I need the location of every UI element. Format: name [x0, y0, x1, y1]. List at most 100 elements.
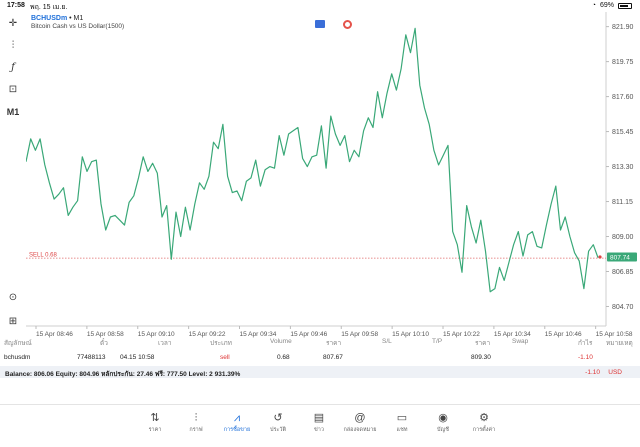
- nav-label: กล่องจดหมาย: [343, 427, 377, 433]
- time-tick-label: 15 Apr 10:46: [545, 331, 582, 338]
- col-profit: กำไร: [578, 340, 593, 347]
- price-tick-label: 819.75: [612, 59, 634, 66]
- currency: USD: [608, 369, 622, 376]
- chart-toolbar: ✛ ⫶ ƒ ⊡ M1 ⊙ ⊞: [0, 12, 24, 330]
- balance-text: Balance: 806.06 Equity: 804.96 หลักประกั…: [5, 371, 241, 378]
- col-symbol: สัญลักษณ์: [4, 340, 32, 347]
- price-chart[interactable]: 821.90 819.75 817.60 815.45 813.30 811.15 809.…: [26, 12, 640, 338]
- status-bar: 17:58 พฤ. 15 เม.ย. ◔ 69%: [0, 0, 640, 12]
- time-tick-label: 15 Apr 10:10: [392, 331, 429, 338]
- chat-icon: ▭: [396, 412, 408, 424]
- price-tick-label: 821.90: [612, 24, 634, 31]
- time-tick-label: 15 Apr 09:46: [290, 331, 327, 338]
- nav-settings[interactable]: ⚙ การตั้งค่า: [464, 412, 504, 434]
- row-volume: 0.68: [277, 354, 290, 361]
- search-icon[interactable]: ⊙: [8, 292, 18, 303]
- col-comment: หมายเหตุ: [606, 340, 633, 347]
- price-tick-label: 813.30: [612, 164, 634, 171]
- history-icon: ↺: [273, 412, 283, 424]
- col-tp: T/P: [432, 338, 443, 345]
- table-header: สัญลักษณ์ ตั๋ว เวลา ประเภท Volume ราคา S…: [0, 338, 640, 350]
- nav-history[interactable]: ↺ ประวัติ: [258, 412, 298, 434]
- nav-label: การซื้อขาย: [223, 427, 251, 433]
- price-tick-label: 804.70: [612, 304, 634, 311]
- objects-icon[interactable]: ⊡: [8, 84, 18, 95]
- col-type: ประเภท: [210, 340, 232, 347]
- row-time: 04.15 10:58: [120, 354, 155, 361]
- time-tick-label: 15 Apr 08:46: [36, 331, 73, 338]
- time-tick-label: 15 Apr 08:58: [87, 331, 124, 338]
- balance-bar: Balance: 806.06 Equity: 804.96 หลักประกั…: [0, 366, 640, 378]
- settings-icon: ⚙: [479, 412, 489, 424]
- nav-chat[interactable]: ▭ แชท: [382, 412, 422, 434]
- nav-chart[interactable]: ⫶ กราฟ: [176, 412, 216, 434]
- nav-news[interactable]: ▤ ข่าว: [299, 412, 339, 434]
- col-open-price: ราคา: [326, 340, 342, 347]
- wifi-icon: ◔: [591, 2, 596, 9]
- symbol-name: BCHUSDm: [31, 15, 68, 22]
- nav-label: แชท: [396, 427, 408, 433]
- price-tick-label: 809.00: [612, 234, 634, 241]
- time-tick-label: 15 Apr 10:58: [596, 331, 633, 338]
- timeframe-button[interactable]: M1: [6, 107, 20, 117]
- price-tick-label: 815.45: [612, 129, 634, 136]
- table-row[interactable]: bchusdm 77488113 04.15 10:58 sell 0.68 8…: [0, 354, 640, 366]
- col-volume: Volume: [270, 338, 292, 345]
- status-right: ◔ 69%: [592, 2, 632, 9]
- col-price: ราคา: [475, 340, 491, 347]
- mailbox-icon: @: [354, 412, 366, 424]
- chart-icon: ⫶: [194, 412, 198, 424]
- time-tick-label: 15 Apr 09:10: [138, 331, 175, 338]
- nav-label: กราฟ: [189, 427, 203, 433]
- sell-level-label: SELL 0.68: [29, 253, 57, 259]
- price-line: [26, 27, 599, 293]
- nav-label: การตั้งค่า: [472, 427, 496, 433]
- row-price: 809.30: [471, 354, 491, 361]
- col-ticket: ตั๋ว: [100, 340, 108, 347]
- quotes-icon: ⇅: [150, 412, 160, 424]
- col-time: เวลา: [158, 340, 172, 347]
- nav-label: บัญชี: [437, 427, 449, 433]
- time-tick-label: 15 Apr 09:22: [189, 331, 226, 338]
- nav-trade[interactable]: ⩘ การซื้อขาย: [217, 412, 257, 434]
- price-tick-label: 806.85: [612, 269, 634, 276]
- status-date: พฤ. 15 เม.ย.: [30, 4, 68, 11]
- battery-icon: [618, 2, 632, 9]
- bottom-navigation: ⇅ ราคา ⫶ กราฟ ⩘ การซื้อขาย ↺ ประวัติ ▤ ข่าว @…: [0, 404, 640, 447]
- time-tick-label: 15 Apr 10:34: [494, 331, 531, 338]
- signal-icon[interactable]: [343, 20, 352, 29]
- row-ticket: 77488113: [77, 354, 106, 361]
- nav-mailbox[interactable]: @ กล่องจดหมาย: [340, 412, 380, 434]
- nav-quotes[interactable]: ⇅ ราคา: [135, 412, 175, 434]
- time-tick-label: 15 Apr 10:22: [443, 331, 480, 338]
- price-tick-label: 811.15: [612, 199, 633, 206]
- function-icon[interactable]: ƒ: [11, 62, 15, 73]
- news-icon: ▤: [313, 412, 325, 424]
- nav-label: ราคา: [148, 427, 162, 433]
- total-profit: -1.10: [585, 369, 600, 376]
- time-tick-label: 15 Apr 09:34: [240, 331, 277, 338]
- chart-symbol: BCHUSDm • M1: [31, 15, 83, 22]
- time-tick-label: 15 Apr 09:58: [341, 331, 378, 338]
- symbol-description: Bitcoin Cash vs US Dollar(1500): [31, 23, 125, 30]
- add-icon[interactable]: ⊞: [8, 316, 18, 327]
- indicators-icon[interactable]: ⫶: [11, 40, 15, 51]
- one-click-trading-icon[interactable]: [315, 20, 325, 28]
- status-time: 17:58: [7, 2, 25, 9]
- col-swap: Swap: [512, 338, 529, 345]
- nav-label: ประวัติ: [269, 427, 287, 433]
- row-symbol: bchusdm: [4, 354, 31, 361]
- chart-top-icons: [315, 20, 352, 29]
- symbol-timeframe: • M1: [69, 15, 84, 22]
- row-type: sell: [220, 354, 230, 361]
- current-price-box: [607, 252, 637, 262]
- battery-level: 69%: [599, 2, 614, 9]
- row-open-price: 807.67: [323, 354, 343, 361]
- crosshair-icon[interactable]: ✛: [8, 18, 18, 29]
- nav-account[interactable]: ◉ บัญชี: [423, 412, 463, 434]
- row-profit: -1.10: [578, 354, 593, 361]
- account-icon: ◉: [438, 412, 448, 424]
- current-price-label: 807.74: [610, 255, 630, 262]
- current-price-marker: [598, 255, 602, 259]
- nav-label: ข่าว: [314, 427, 324, 433]
